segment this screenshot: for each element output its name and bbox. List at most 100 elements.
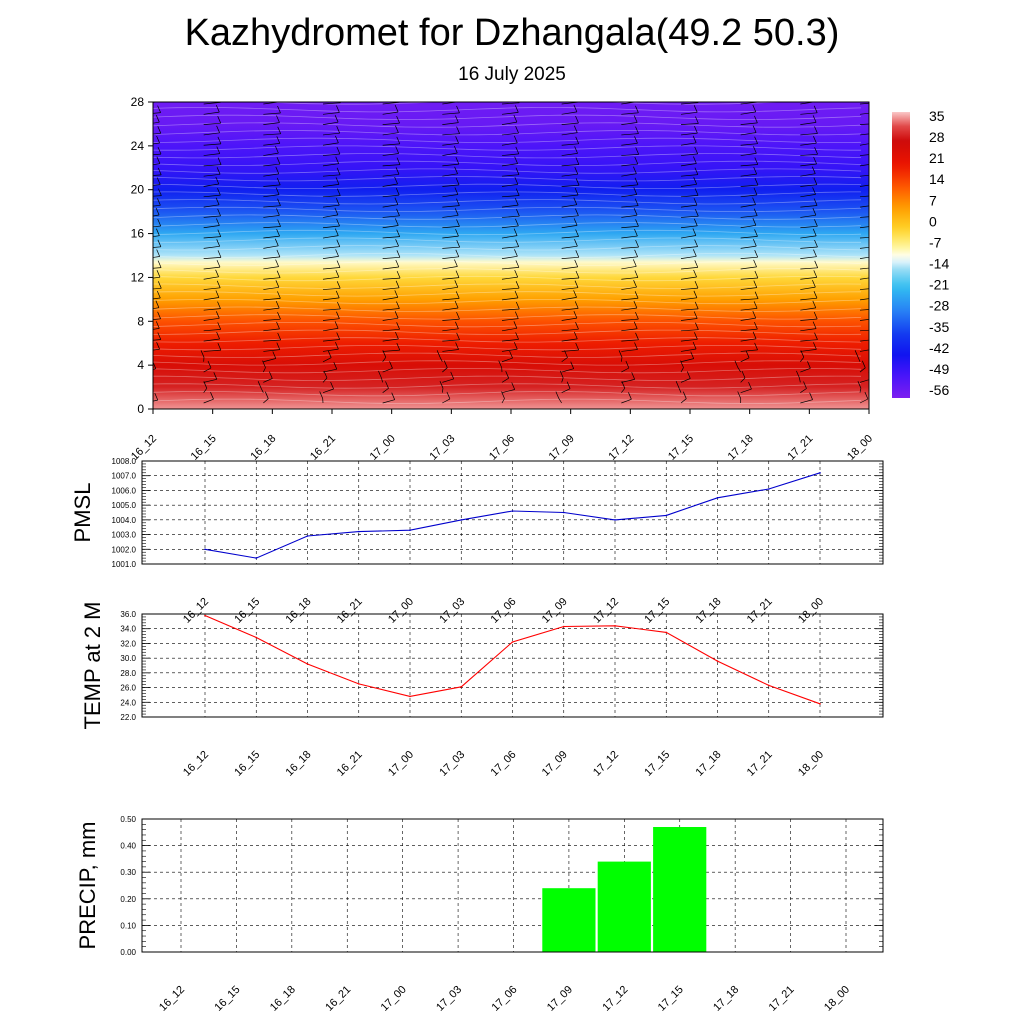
wind-barb-shaft xyxy=(800,286,816,290)
wind-barb-shaft xyxy=(382,153,399,156)
wind-barb-flag xyxy=(634,270,639,278)
x-tick-label: 16_21 xyxy=(323,984,353,1014)
x-tick-label: 16_21 xyxy=(335,596,365,626)
wind-barb-shaft xyxy=(263,367,266,373)
wind-barb-flag xyxy=(436,350,441,358)
wind-barb-flag xyxy=(635,105,639,113)
wind-barb-flag xyxy=(276,177,281,186)
wind-barb-flag xyxy=(217,116,222,124)
wind-barb-flag xyxy=(695,116,699,124)
wind-barb-flag xyxy=(874,281,877,288)
wind-barb-flag xyxy=(275,259,279,267)
wind-barb-flag xyxy=(275,300,280,309)
wind-barb-flag xyxy=(694,332,698,340)
wind-barb-flag xyxy=(574,146,578,154)
wind-barb-shaft xyxy=(153,318,161,320)
wind-barb-flag xyxy=(336,188,341,196)
wind-barb-shaft xyxy=(442,398,451,404)
wind-barb-flag xyxy=(215,269,219,277)
wind-barb-shaft xyxy=(859,349,869,352)
wind-barb-shaft xyxy=(501,398,505,404)
wind-barb-flag xyxy=(752,197,756,205)
wind-barb-shaft xyxy=(322,121,339,125)
wind-barb-shaft xyxy=(501,287,520,290)
data-point xyxy=(716,497,719,499)
y-tick-label: 28.0 xyxy=(120,669,136,678)
wind-barb-flag xyxy=(874,230,877,237)
colorbar-label: 0 xyxy=(929,213,937,229)
wind-barb-shaft xyxy=(621,379,635,383)
wind-barb-flag xyxy=(675,381,680,389)
wind-barb-shaft xyxy=(621,286,637,290)
wind-barb-flag xyxy=(693,197,698,206)
wind-barb-shaft xyxy=(800,297,818,301)
wind-barb-shaft xyxy=(740,184,759,187)
wind-barb-flag xyxy=(872,270,875,277)
contour-line xyxy=(153,383,862,389)
wind-barb-flag xyxy=(633,187,638,195)
temperature-field xyxy=(153,102,869,409)
wind-barb-shaft xyxy=(621,277,638,280)
wind-barb-flag xyxy=(812,321,817,329)
wind-barb-shaft xyxy=(859,164,869,167)
wind-barb-shaft xyxy=(740,388,752,394)
wind-barb-flag xyxy=(455,115,459,123)
wind-barb-flag xyxy=(515,188,520,196)
wind-barb-flag xyxy=(514,249,518,257)
wind-barb-shaft xyxy=(800,112,818,115)
wind-barb-shaft xyxy=(203,329,221,332)
wind-barb-shaft xyxy=(800,307,816,311)
wind-barb-flag xyxy=(396,115,400,124)
y-tick-label: 12 xyxy=(131,270,145,284)
wind-barb-shaft xyxy=(621,266,637,270)
wind-barb-shaft xyxy=(322,339,340,342)
wind-barb-flag xyxy=(874,260,877,267)
wind-barb-flag xyxy=(575,270,580,279)
wind-barb-shaft xyxy=(203,297,219,301)
wind-barb-shaft xyxy=(153,184,161,186)
wind-barb-flag xyxy=(694,146,699,155)
wind-barb-shaft xyxy=(153,307,159,310)
wind-barb-flag xyxy=(456,219,460,227)
wind-barb-shaft xyxy=(263,215,280,218)
wind-barb-shaft xyxy=(561,153,578,156)
wind-barb-shaft xyxy=(382,194,400,198)
x-tick-label: 17_12 xyxy=(600,984,630,1014)
contour-line xyxy=(153,391,862,397)
wind-barb-shaft xyxy=(203,308,221,311)
wind-barb-shaft xyxy=(442,133,460,136)
wind-barb-flag xyxy=(873,198,876,205)
wind-barb-flag xyxy=(456,240,461,248)
wind-barb-flag xyxy=(752,218,757,226)
wind-barb-flag xyxy=(515,218,519,227)
y-tick-label: 8 xyxy=(137,314,144,328)
wind-barb-flag xyxy=(873,312,876,319)
wind-barb-flag xyxy=(514,269,519,278)
wind-barb-flag xyxy=(752,125,757,133)
wind-barb-shaft xyxy=(501,267,519,270)
wind-barb-shaft xyxy=(153,348,160,351)
wind-barb-flag xyxy=(573,218,578,226)
contour-line xyxy=(153,222,862,228)
wind-barb-flag xyxy=(456,198,460,206)
wind-barb-flag xyxy=(873,291,876,298)
wind-barb-shaft xyxy=(800,388,807,393)
x-tick-label: 16_15 xyxy=(232,749,262,779)
wind-barb-shaft xyxy=(680,246,698,249)
wind-barb-flag xyxy=(515,260,520,268)
wind-barb-shaft xyxy=(859,226,869,229)
wind-barb-flag xyxy=(276,342,281,350)
y-tick-label: 24 xyxy=(131,139,145,153)
wind-barb-shaft xyxy=(561,256,579,260)
wind-barb-flag xyxy=(319,391,324,399)
wind-barb-flag xyxy=(692,228,697,236)
wind-barb-shaft xyxy=(203,338,220,342)
wind-barb-shaft xyxy=(740,338,757,342)
wind-barb-shaft xyxy=(800,205,818,208)
wind-barb-flag xyxy=(456,126,460,134)
wind-barb-shaft xyxy=(382,183,398,187)
wind-barb-flag xyxy=(515,281,520,289)
wind-barb-flag xyxy=(274,238,279,246)
wind-barb-shaft xyxy=(501,327,517,332)
